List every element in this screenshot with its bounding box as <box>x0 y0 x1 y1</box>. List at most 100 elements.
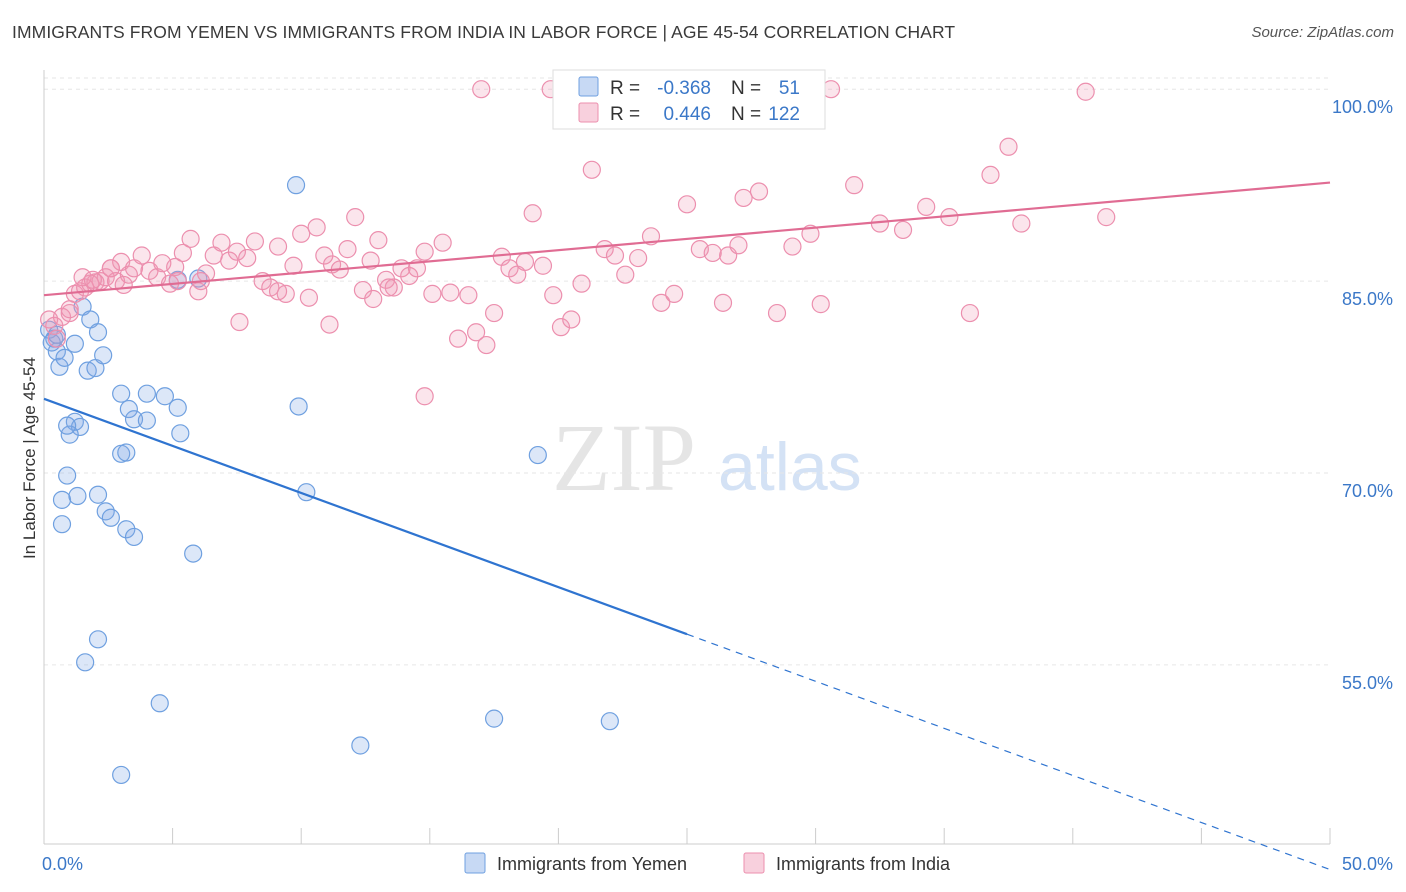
data-point <box>73 268 92 287</box>
data-point <box>729 236 748 255</box>
data-point <box>616 265 635 284</box>
data-point <box>713 293 733 312</box>
data-point <box>94 346 113 365</box>
legend-n-label-yemen: N = <box>731 78 761 99</box>
data-point <box>544 286 563 305</box>
data-point <box>533 256 553 275</box>
data-point <box>629 248 648 268</box>
data-point <box>605 246 625 265</box>
data-point <box>88 630 108 649</box>
data-point <box>299 288 319 307</box>
data-point <box>212 233 231 252</box>
data-point <box>917 197 936 216</box>
data-point <box>112 765 131 785</box>
source-label: Source: ZipAtlas.com <box>1251 24 1394 41</box>
chart-title: IMMIGRANTS FROM YEMEN VS IMMIGRANTS FROM… <box>12 22 956 42</box>
data-point <box>289 397 308 416</box>
data-point <box>515 252 535 272</box>
data-point <box>600 712 619 731</box>
data-point <box>101 508 120 527</box>
data-point <box>150 694 169 713</box>
data-point <box>551 318 571 337</box>
data-point <box>184 544 203 563</box>
legend-swatch-yemen <box>578 76 599 97</box>
data-point <box>893 220 913 240</box>
series-legend-label-yemen: Immigrants from Yemen <box>497 854 687 874</box>
data-point <box>749 182 769 201</box>
data-point <box>60 300 79 319</box>
data-point <box>168 271 187 291</box>
data-point <box>137 411 156 430</box>
data-point <box>117 443 136 462</box>
data-point <box>88 485 108 504</box>
data-point <box>459 286 478 305</box>
watermark-zip: ZIP <box>552 404 696 511</box>
data-point <box>485 303 504 323</box>
series-legend: Immigrants from Yemen Immigrants from In… <box>464 852 951 874</box>
data-point <box>485 709 504 728</box>
data-point <box>68 486 87 506</box>
data-point <box>466 323 486 342</box>
data-point <box>137 384 156 403</box>
data-point <box>292 224 311 243</box>
data-point <box>379 278 398 297</box>
data-point <box>227 242 246 261</box>
data-point <box>369 231 388 250</box>
data-point <box>70 417 90 437</box>
data-point <box>112 384 131 403</box>
data-point <box>652 293 671 312</box>
data-point <box>268 237 288 256</box>
y-tick-label: 85.0% <box>1342 289 1393 309</box>
data-point <box>407 259 427 278</box>
data-point <box>58 416 77 435</box>
y-axis-label: In Labor Force | Age 45-54 <box>20 357 39 559</box>
data-point <box>415 387 434 406</box>
data-point <box>999 137 1018 156</box>
legend-n-label-india: N = <box>731 104 761 125</box>
data-point <box>230 312 249 332</box>
series-legend-swatch-india <box>743 852 765 874</box>
legend-n-value-yemen: 51 <box>779 78 800 99</box>
data-point <box>960 303 980 323</box>
data-point <box>166 257 185 277</box>
data-point <box>400 266 419 286</box>
legend-r-value-yemen: -0.368 <box>657 78 711 99</box>
legend-n-value-india: 122 <box>768 104 800 125</box>
series-points-1 <box>40 80 1116 406</box>
data-point <box>119 399 138 419</box>
data-point <box>284 256 303 275</box>
data-point <box>124 410 144 429</box>
watermark-atlas: atlas <box>718 429 862 505</box>
data-point <box>528 445 547 465</box>
data-point <box>364 289 383 309</box>
series-legend-label-india: Immigrants from India <box>776 854 951 874</box>
y-tick-labels: 100.0% 85.0% 70.0% 55.0% <box>1332 97 1393 693</box>
data-point <box>101 259 120 278</box>
data-point <box>981 165 1000 185</box>
stats-legend: R = -0.368 N = 51 R = 0.446 N = 122 <box>552 69 826 130</box>
x-tick-label-max: 50.0% <box>1342 854 1393 874</box>
data-point <box>155 387 174 406</box>
data-point <box>677 195 697 214</box>
trend-line-0 <box>43 397 688 636</box>
data-point <box>117 520 136 539</box>
series-points-0 <box>40 176 619 785</box>
data-point <box>320 315 339 334</box>
legend-r-label-yemen: R = <box>610 78 640 99</box>
data-point <box>384 278 403 297</box>
data-point <box>783 237 802 256</box>
y-tick-label: 70.0% <box>1342 481 1393 501</box>
data-point <box>238 248 257 268</box>
data-point <box>572 274 591 293</box>
data-point <box>433 233 452 252</box>
data-point <box>114 275 133 295</box>
y-tick-label: 100.0% <box>1332 97 1393 117</box>
data-point <box>52 515 72 534</box>
data-point <box>181 229 200 248</box>
data-point <box>703 243 722 263</box>
data-point <box>448 329 468 348</box>
trend-line-extension-0 <box>686 633 1331 871</box>
data-point <box>351 736 370 755</box>
data-point <box>845 176 864 195</box>
